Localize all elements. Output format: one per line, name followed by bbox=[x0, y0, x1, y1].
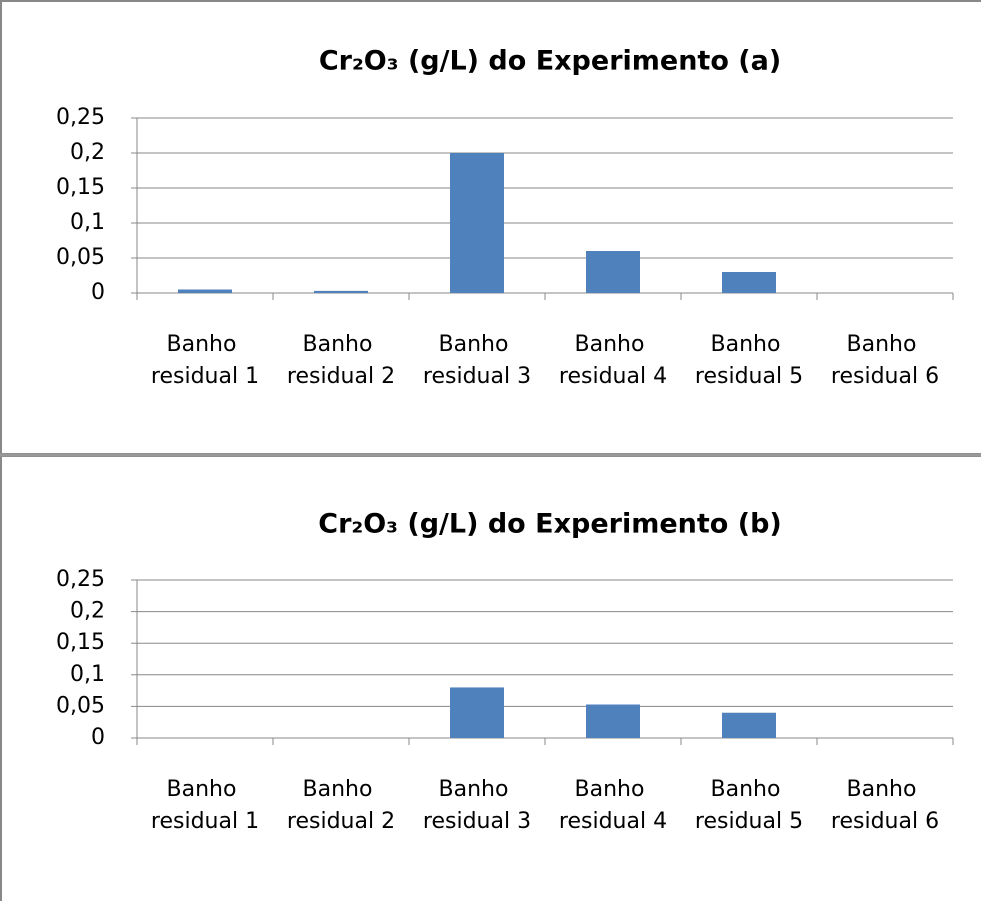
bar bbox=[450, 687, 504, 738]
x-tick-label: Banho residual 6 bbox=[831, 332, 939, 389]
x-tick-label: Banho residual 1 bbox=[151, 332, 259, 389]
bar bbox=[178, 289, 232, 293]
y-tick-label: 0 bbox=[91, 725, 105, 750]
chart-title: Cr₂O₃ (g/L) do Experimento (a) bbox=[319, 46, 781, 77]
x-tick-label: Banho residual 3 bbox=[423, 777, 531, 834]
y-tick-label: 0,1 bbox=[70, 662, 105, 687]
x-tick-label: Banho residual 4 bbox=[559, 332, 667, 389]
y-tick-label: 0,05 bbox=[56, 693, 105, 718]
x-tick-label: Banho residual 5 bbox=[695, 332, 803, 389]
chart-title: Cr₂O₃ (g/L) do Experimento (b) bbox=[318, 509, 781, 540]
y-tick-label: 0 bbox=[91, 280, 105, 305]
y-tick-label: 0,1 bbox=[70, 210, 105, 235]
bar bbox=[586, 704, 640, 738]
x-tick-label: Banho residual 3 bbox=[423, 332, 531, 389]
y-tick-label: 0,2 bbox=[70, 140, 105, 165]
y-tick-label: 0,15 bbox=[56, 175, 105, 200]
x-tick-label: Banho residual 1 bbox=[151, 777, 259, 834]
y-tick-label: 0,25 bbox=[56, 105, 105, 130]
y-tick-label: 0,15 bbox=[56, 630, 105, 655]
y-tick-label: 0,05 bbox=[56, 245, 105, 270]
y-tick-label: 0,2 bbox=[70, 599, 105, 624]
x-tick-label: Banho residual 2 bbox=[287, 777, 395, 834]
bar bbox=[586, 251, 640, 293]
bar bbox=[722, 272, 776, 293]
y-tick-label: 0,25 bbox=[56, 567, 105, 592]
x-tick-label: Banho residual 5 bbox=[695, 777, 803, 834]
x-tick-label: Banho residual 6 bbox=[831, 777, 939, 834]
x-tick-label: Banho residual 4 bbox=[559, 777, 667, 834]
bar bbox=[314, 290, 368, 293]
bar bbox=[722, 712, 776, 738]
bar bbox=[450, 153, 504, 293]
x-tick-label: Banho residual 2 bbox=[287, 332, 395, 389]
